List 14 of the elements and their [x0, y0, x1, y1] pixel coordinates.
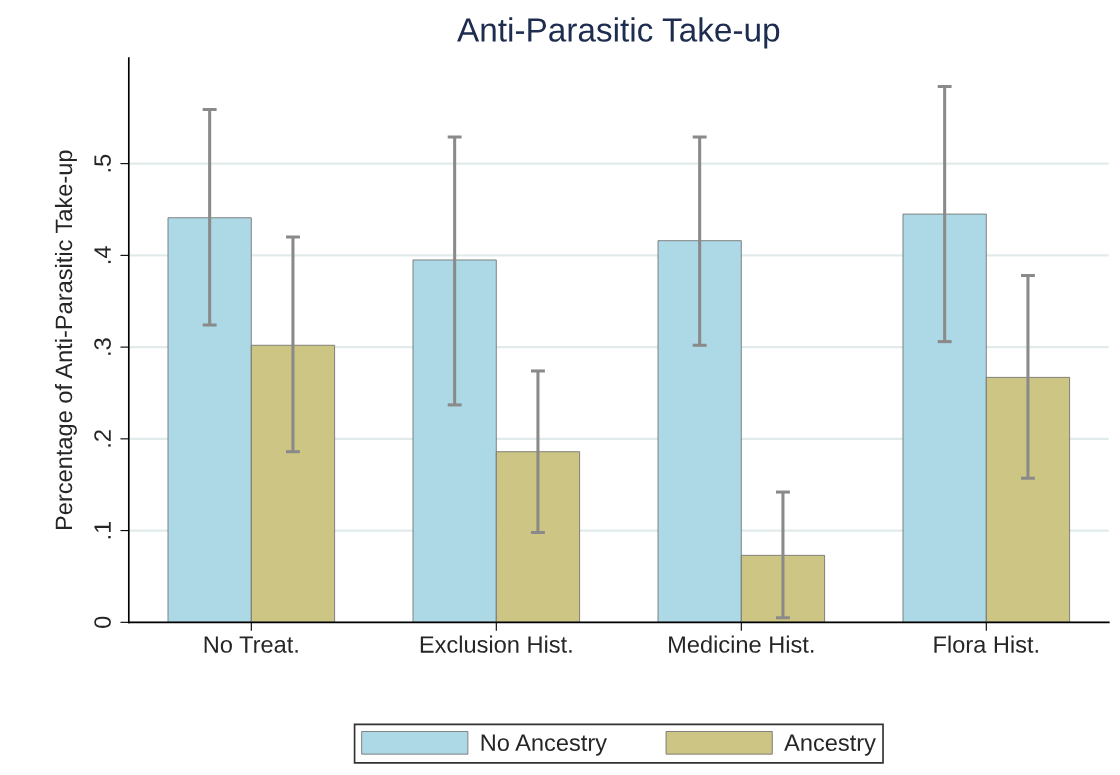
x-tick-label: Medicine Hist.	[669, 635, 814, 653]
y-tick-label: .3	[94, 338, 111, 355]
chart-title: Anti-Parasitic Take-up	[457, 17, 780, 49]
y-tick-label: .2	[94, 430, 111, 447]
legend-label: Ancestry	[784, 734, 876, 756]
y-axis-title: Percentage of Anti-Parasitic Take-up	[54, 150, 77, 530]
y-tick-label: .1	[94, 521, 111, 539]
x-tick-label: No Treat.	[204, 636, 298, 653]
x-tick-label: Exclusion Hist.	[420, 635, 572, 653]
x-tick-label: Flora Hist.	[934, 635, 1038, 653]
y-tick-label: .5	[94, 154, 111, 172]
y-tick-label: 0	[94, 616, 111, 628]
legend-label: No Ancestry	[481, 734, 607, 756]
y-tick-label: .4	[94, 246, 111, 264]
